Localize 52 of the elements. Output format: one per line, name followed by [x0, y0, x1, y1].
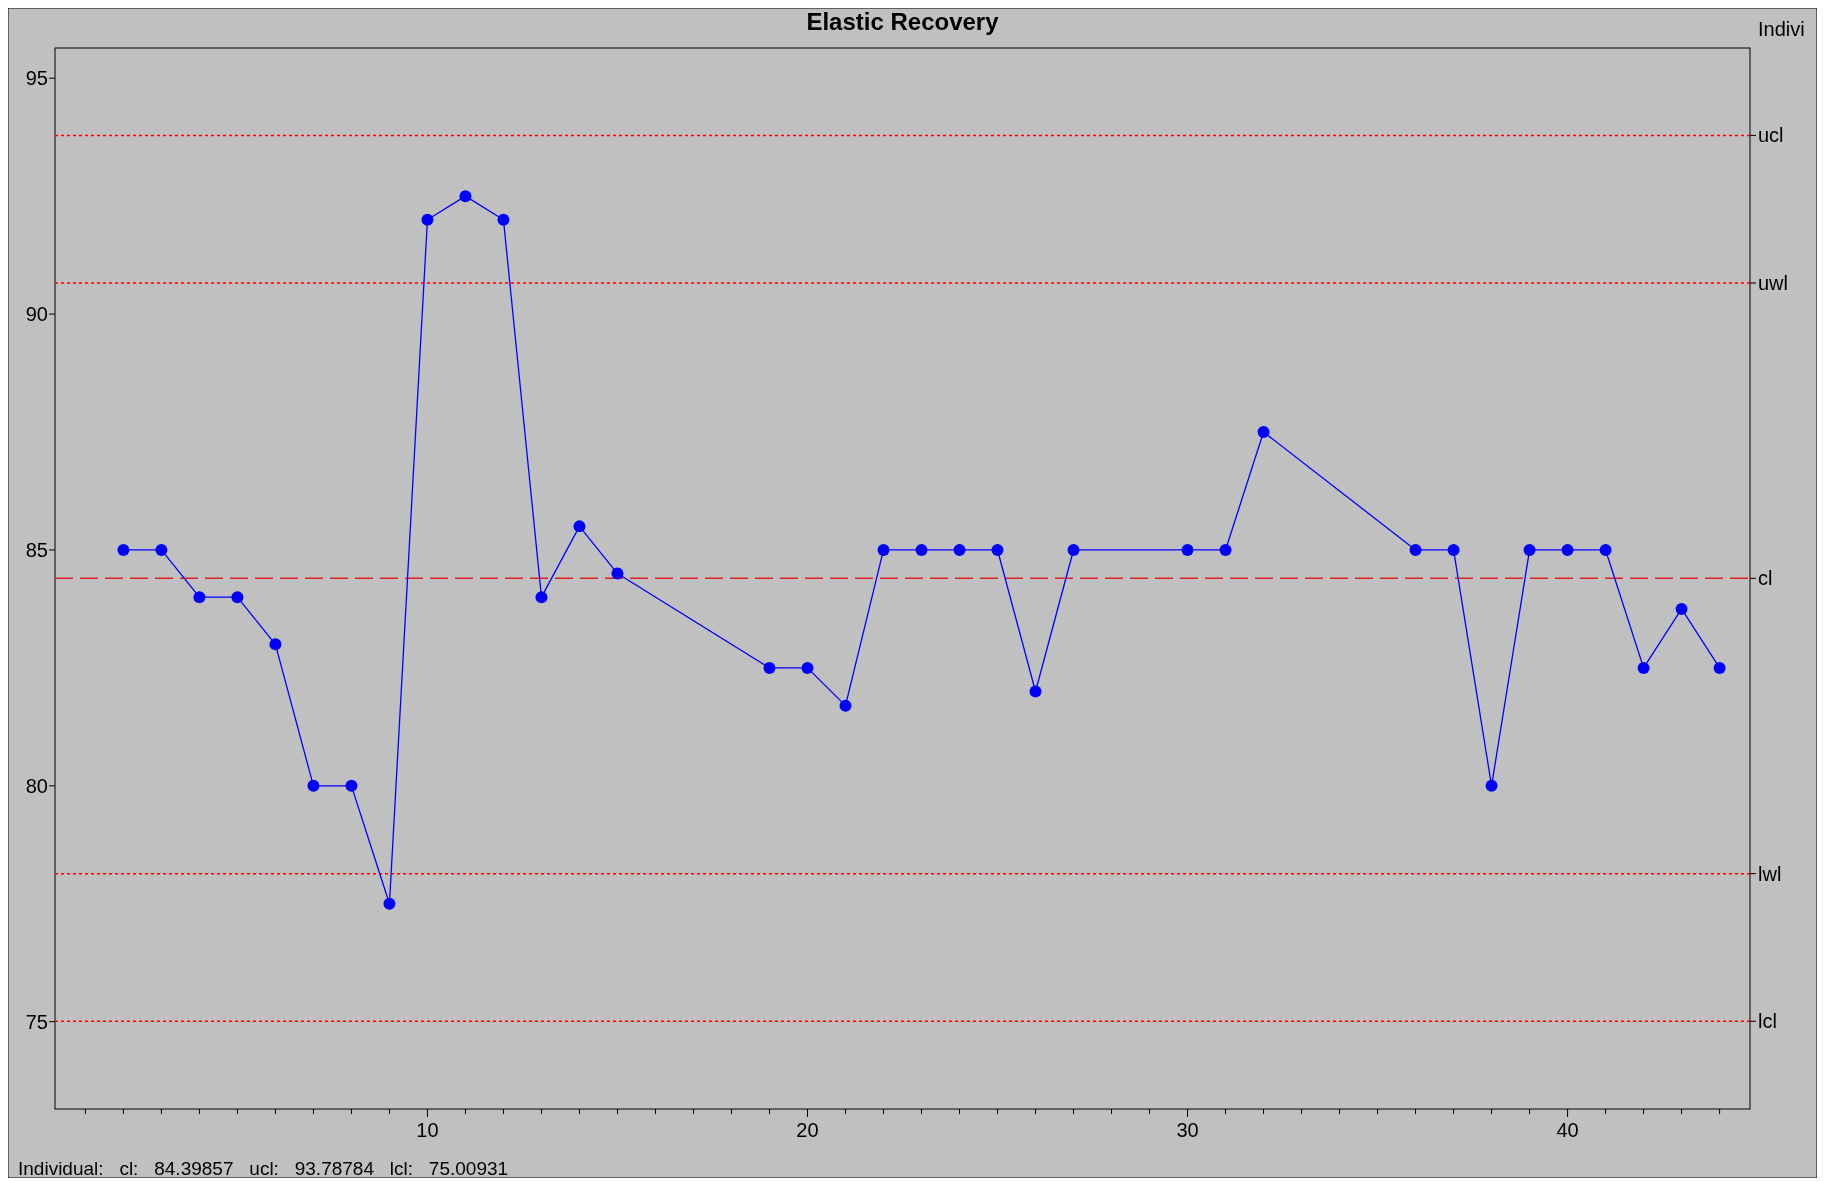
point [1257, 426, 1270, 439]
point [1067, 543, 1080, 556]
point [383, 897, 396, 910]
y-tick-label: 85 [25, 538, 48, 561]
point [1675, 602, 1688, 615]
point [991, 543, 1004, 556]
point [1029, 685, 1042, 698]
point [231, 591, 244, 604]
point [155, 543, 168, 556]
point [497, 213, 510, 226]
ref-line-label: uwl [1758, 272, 1789, 295]
point [915, 543, 928, 556]
point [1599, 543, 1612, 556]
point [1561, 543, 1574, 556]
chart-title: Elastic Recovery [806, 8, 1000, 35]
ref-line-label: lwl [1758, 862, 1782, 885]
point [763, 661, 776, 674]
point [1637, 661, 1650, 674]
point [839, 699, 852, 712]
x-tick-label: 20 [796, 1119, 819, 1141]
point [573, 520, 586, 533]
point [535, 591, 548, 604]
point [117, 543, 130, 556]
y-tick-label: 95 [25, 67, 48, 90]
text: Individual: cl: 84.39857 ucl: 93.78784 lcl: 75.00931 [18, 1158, 509, 1179]
point [421, 213, 434, 226]
point [193, 591, 206, 604]
y-tick-label: 75 [25, 1010, 48, 1033]
ref-line-label: cl [1758, 567, 1773, 590]
point [1219, 543, 1232, 556]
point [1409, 543, 1422, 556]
y-tick-label: 80 [25, 774, 48, 797]
point [307, 779, 320, 792]
ref-line-label: ucl [1758, 124, 1784, 147]
y-tick-label: 90 [25, 303, 48, 326]
point [801, 661, 814, 674]
point [459, 190, 472, 203]
ref-line-label: lcl [1758, 1010, 1777, 1033]
point [611, 567, 624, 580]
x-tick-label: 30 [1176, 1119, 1199, 1141]
point [1181, 543, 1194, 556]
point [345, 779, 358, 792]
point [269, 638, 282, 651]
point [953, 543, 966, 556]
point [1523, 543, 1536, 556]
point [1447, 543, 1460, 556]
text: Indivi [1758, 18, 1805, 40]
x-tick-label: 10 [416, 1119, 439, 1141]
point [1713, 661, 1726, 674]
x-tick-label: 40 [1556, 1119, 1579, 1141]
point [877, 543, 890, 556]
point [1485, 779, 1498, 792]
